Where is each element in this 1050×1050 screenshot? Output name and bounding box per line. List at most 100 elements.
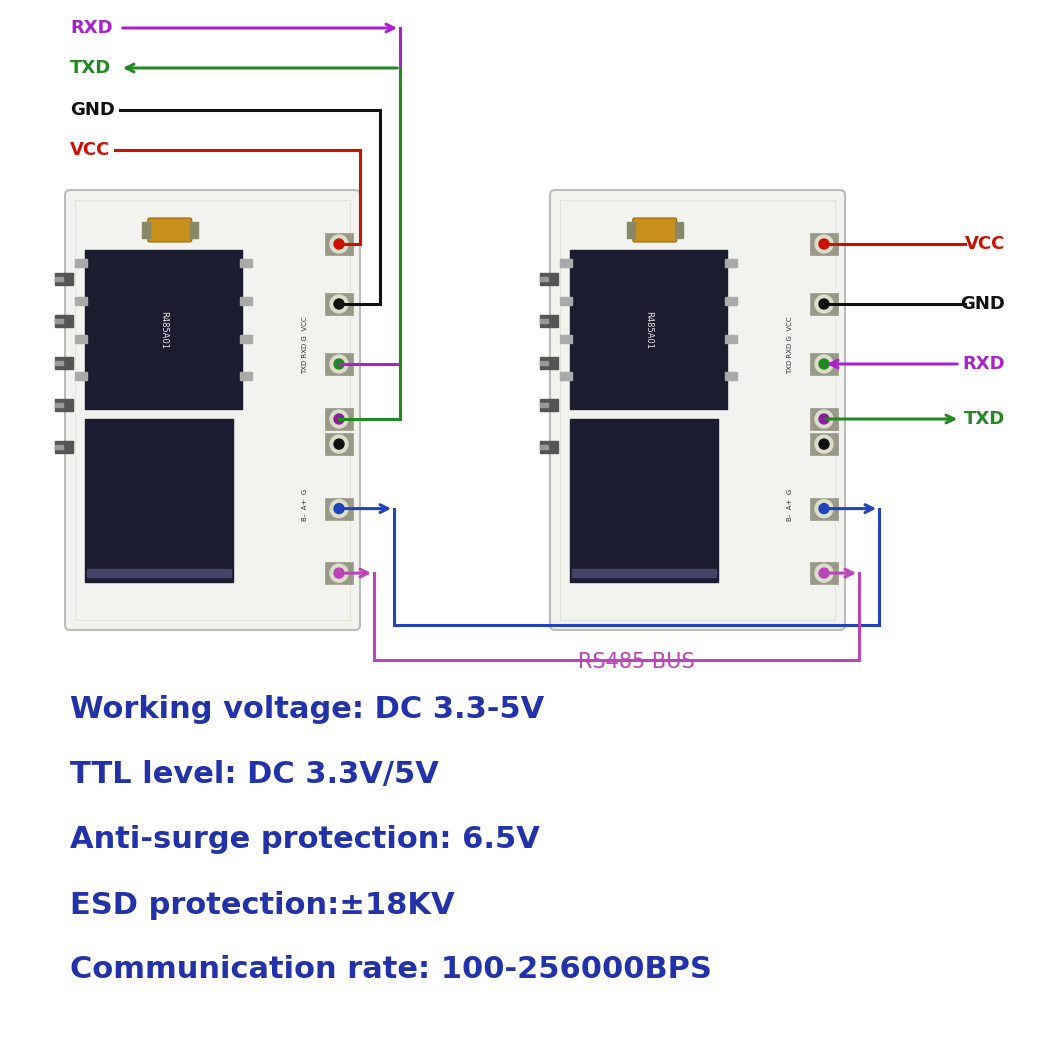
Circle shape: [334, 414, 344, 424]
Circle shape: [334, 568, 344, 579]
Bar: [55, 361, 63, 365]
Bar: [675, 222, 682, 238]
Bar: [326, 498, 353, 520]
Bar: [239, 335, 252, 342]
Bar: [570, 419, 718, 582]
Text: TXD: TXD: [70, 59, 111, 77]
Circle shape: [819, 439, 830, 449]
Bar: [142, 222, 150, 238]
Bar: [540, 357, 558, 369]
Bar: [540, 273, 558, 285]
Circle shape: [334, 299, 344, 309]
Text: GND: GND: [70, 101, 114, 119]
Text: TXD: TXD: [964, 410, 1005, 428]
Bar: [239, 297, 252, 304]
Circle shape: [819, 239, 830, 249]
Circle shape: [815, 235, 833, 253]
Bar: [326, 293, 353, 315]
Bar: [560, 335, 572, 342]
Bar: [572, 569, 716, 578]
Bar: [810, 293, 838, 315]
Bar: [55, 277, 63, 281]
Bar: [540, 277, 548, 281]
Circle shape: [330, 235, 348, 253]
Bar: [540, 399, 558, 411]
Text: VCC: VCC: [70, 141, 110, 159]
Circle shape: [819, 568, 830, 579]
Text: TXD RXD G  VCC: TXD RXD G VCC: [302, 317, 308, 374]
Bar: [55, 273, 74, 285]
Bar: [540, 441, 558, 453]
Text: ESD protection:±18KV: ESD protection:±18KV: [70, 890, 455, 920]
Bar: [560, 200, 835, 620]
Bar: [724, 335, 737, 342]
Text: RXD: RXD: [963, 355, 1005, 373]
Bar: [560, 259, 572, 267]
Bar: [560, 297, 572, 304]
Bar: [55, 399, 74, 411]
Bar: [724, 373, 737, 380]
Circle shape: [330, 295, 348, 313]
Bar: [55, 441, 74, 453]
Circle shape: [334, 504, 344, 513]
Bar: [190, 222, 197, 238]
Bar: [724, 297, 737, 304]
Bar: [627, 222, 635, 238]
Bar: [540, 445, 548, 449]
FancyBboxPatch shape: [148, 218, 192, 242]
Bar: [55, 445, 63, 449]
Text: GND: GND: [960, 295, 1005, 313]
Bar: [570, 250, 727, 410]
Bar: [55, 403, 63, 407]
Circle shape: [815, 355, 833, 373]
Bar: [85, 419, 233, 582]
Bar: [75, 373, 87, 380]
Bar: [810, 233, 838, 255]
Circle shape: [334, 359, 344, 369]
Text: TTL level: DC 3.3V/5V: TTL level: DC 3.3V/5V: [70, 760, 439, 790]
Circle shape: [819, 299, 830, 309]
Bar: [75, 335, 87, 342]
Text: Communication rate: 100-256000BPS: Communication rate: 100-256000BPS: [70, 956, 712, 985]
Bar: [85, 250, 242, 410]
Bar: [75, 297, 87, 304]
Circle shape: [819, 359, 830, 369]
Circle shape: [819, 504, 830, 513]
Bar: [810, 353, 838, 375]
Bar: [540, 319, 548, 323]
Circle shape: [815, 295, 833, 313]
Bar: [87, 569, 231, 578]
Bar: [724, 259, 737, 267]
Text: Working voltage: DC 3.3-5V: Working voltage: DC 3.3-5V: [70, 695, 544, 724]
FancyBboxPatch shape: [65, 190, 360, 630]
Circle shape: [815, 435, 833, 454]
Bar: [326, 433, 353, 455]
Bar: [55, 357, 74, 369]
Text: VCC: VCC: [965, 235, 1005, 253]
Text: B-  A+  G: B- A+ G: [788, 488, 793, 521]
Bar: [810, 433, 838, 455]
Circle shape: [819, 414, 830, 424]
Text: TXD RXD G  VCC: TXD RXD G VCC: [788, 317, 793, 374]
FancyBboxPatch shape: [633, 218, 677, 242]
Circle shape: [330, 500, 348, 518]
Circle shape: [334, 239, 344, 249]
Text: Anti-surge protection: 6.5V: Anti-surge protection: 6.5V: [70, 825, 540, 855]
Text: RS485 BUS: RS485 BUS: [579, 652, 695, 672]
Text: B-  A+  G: B- A+ G: [302, 488, 308, 521]
Circle shape: [330, 355, 348, 373]
Bar: [540, 361, 548, 365]
Circle shape: [815, 564, 833, 582]
Bar: [55, 315, 74, 327]
Bar: [326, 233, 353, 255]
Bar: [560, 373, 572, 380]
Bar: [55, 319, 63, 323]
Bar: [239, 373, 252, 380]
Bar: [75, 200, 350, 620]
Circle shape: [815, 410, 833, 428]
Bar: [810, 562, 838, 584]
Bar: [75, 259, 87, 267]
Bar: [540, 403, 548, 407]
Circle shape: [330, 410, 348, 428]
Circle shape: [330, 564, 348, 582]
